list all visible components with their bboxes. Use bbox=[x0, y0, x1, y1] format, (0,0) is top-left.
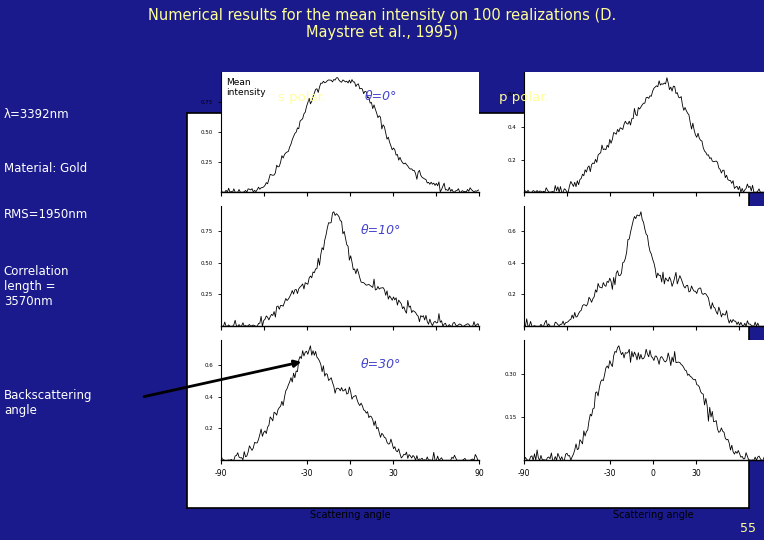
Text: Numerical results for the mean intensity on 100 realizations (D.
Maystre et al.,: Numerical results for the mean intensity… bbox=[148, 8, 616, 40]
Text: Material: Gold: Material: Gold bbox=[4, 162, 87, 175]
Text: Scattering angle: Scattering angle bbox=[613, 510, 694, 521]
Text: s polar.: s polar. bbox=[278, 91, 325, 104]
Text: θ=10°: θ=10° bbox=[361, 224, 401, 237]
Text: θ=0°: θ=0° bbox=[365, 90, 397, 103]
Text: p polar.: p polar. bbox=[499, 91, 548, 104]
Text: λ=3392nm: λ=3392nm bbox=[4, 108, 70, 121]
Text: 55: 55 bbox=[740, 522, 756, 535]
Text: Mean
intensity: Mean intensity bbox=[226, 78, 266, 97]
Text: θ=30°: θ=30° bbox=[361, 358, 401, 371]
Text: RMS=1950nm: RMS=1950nm bbox=[4, 208, 88, 221]
Text: Backscattering
angle: Backscattering angle bbox=[4, 389, 92, 417]
Text: Scattering angle: Scattering angle bbox=[309, 510, 390, 521]
Text: Correlation
length =
3570nm: Correlation length = 3570nm bbox=[4, 265, 70, 308]
